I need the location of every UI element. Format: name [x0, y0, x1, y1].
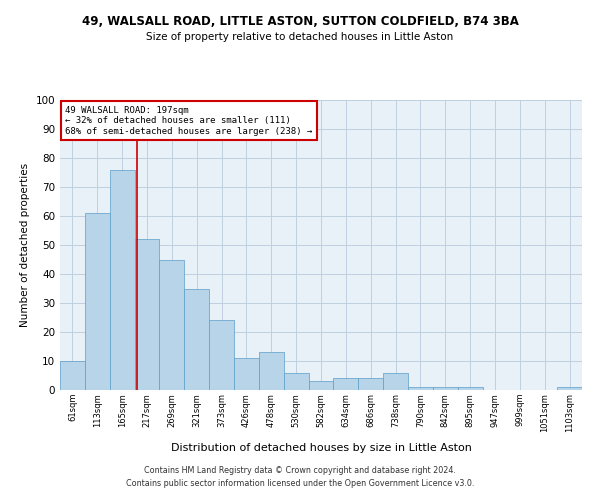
Text: 49, WALSALL ROAD, LITTLE ASTON, SUTTON COLDFIELD, B74 3BA: 49, WALSALL ROAD, LITTLE ASTON, SUTTON C…: [82, 15, 518, 28]
Bar: [334, 378, 358, 390]
Bar: [134, 239, 160, 390]
Bar: [85, 213, 110, 390]
Bar: [433, 387, 458, 390]
Bar: [184, 288, 209, 390]
Bar: [284, 372, 308, 390]
Bar: [358, 378, 383, 390]
Bar: [60, 361, 85, 390]
Text: 49 WALSALL ROAD: 197sqm
← 32% of detached houses are smaller (111)
68% of semi-d: 49 WALSALL ROAD: 197sqm ← 32% of detache…: [65, 106, 313, 136]
Bar: [160, 260, 184, 390]
Bar: [259, 352, 284, 390]
Bar: [308, 382, 334, 390]
Bar: [458, 387, 482, 390]
Y-axis label: Number of detached properties: Number of detached properties: [20, 163, 30, 327]
Bar: [110, 170, 134, 390]
Text: Contains HM Land Registry data © Crown copyright and database right 2024.
Contai: Contains HM Land Registry data © Crown c…: [126, 466, 474, 487]
Text: Size of property relative to detached houses in Little Aston: Size of property relative to detached ho…: [146, 32, 454, 42]
X-axis label: Distribution of detached houses by size in Little Aston: Distribution of detached houses by size …: [170, 443, 472, 453]
Bar: [408, 387, 433, 390]
Bar: [557, 387, 582, 390]
Bar: [209, 320, 234, 390]
Bar: [234, 358, 259, 390]
Bar: [383, 372, 408, 390]
